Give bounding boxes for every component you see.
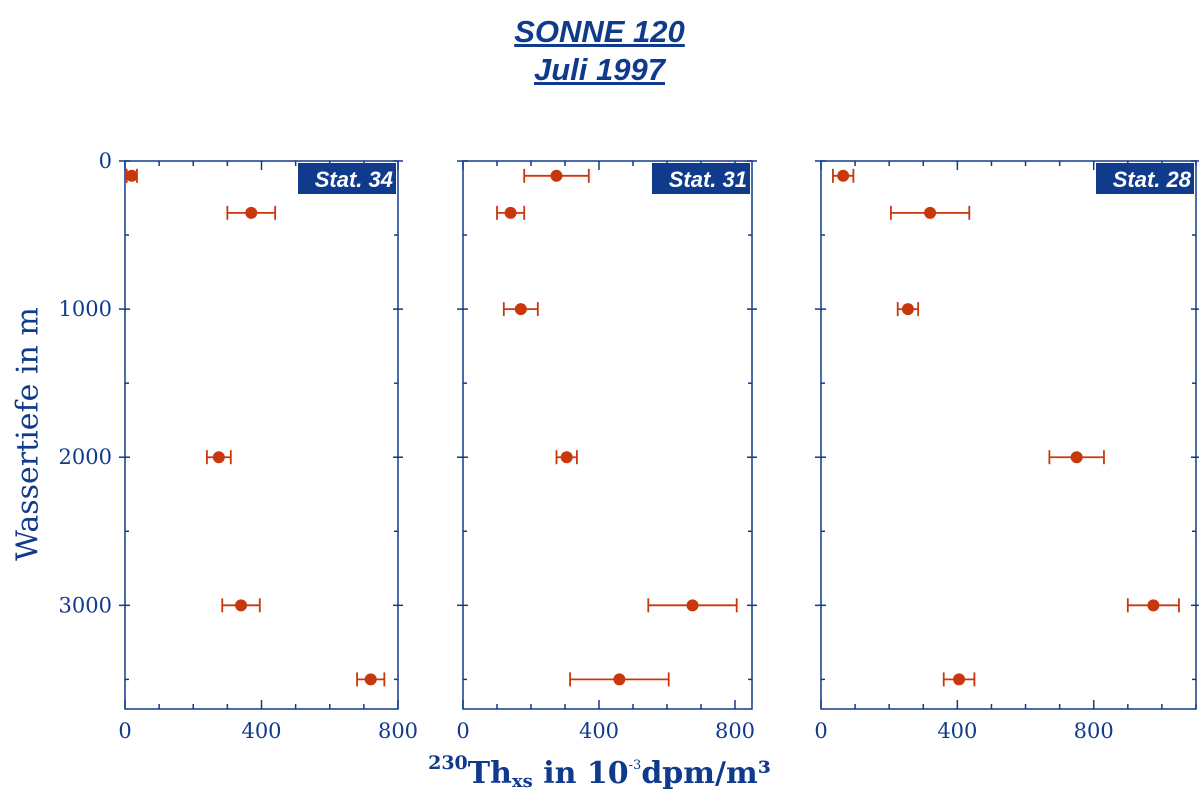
station-label: Stat. 34 [315, 167, 393, 192]
y-tick-label: 1000 [59, 297, 112, 321]
station-badge [652, 163, 750, 194]
data-point [924, 206, 937, 219]
panel-frame [124, 160, 399, 710]
x-tick-label: 400 [937, 719, 977, 743]
station-badge [1096, 163, 1194, 194]
data-point [235, 599, 248, 612]
panel-frame [820, 160, 1197, 710]
x-tick-label: 800 [1074, 719, 1114, 743]
station-label: Stat. 28 [1113, 167, 1192, 192]
station-badge [298, 163, 396, 194]
x-axis-label-exponent: -3 [628, 758, 642, 773]
y-axis-label: Wassertiefe in m [10, 307, 46, 561]
x-tick-label: 400 [579, 719, 619, 743]
y-tick-label: 2000 [59, 445, 112, 469]
data-point [953, 673, 966, 686]
panel-2: 0 400 800 Stat. 31 [456, 160, 757, 743]
x-axis-label-units-post: dpm/m³ [641, 756, 771, 791]
chart-title-line1: SONNE 120 [514, 14, 685, 49]
panel-frame [462, 160, 753, 710]
chart-title-line2: Juli 1997 [534, 52, 665, 87]
data-point [613, 673, 626, 686]
data-point [560, 451, 573, 464]
panel-1: 0 400 800 0 1000 2000 3000 Stat. 34 [59, 149, 419, 743]
data-point [1070, 451, 1083, 464]
x-tick-label: 800 [378, 719, 418, 743]
x-axis-label-subscript: xs [511, 771, 533, 792]
data-point [364, 673, 377, 686]
data-point [837, 169, 850, 182]
data-point [125, 169, 138, 182]
y-tick-label: 0 [99, 149, 112, 173]
x-axis-label-isotope: 230 [428, 752, 468, 774]
station-label: Stat. 31 [669, 167, 747, 192]
data-point [901, 303, 914, 316]
x-tick-label: 0 [118, 719, 131, 743]
x-tick-label: 0 [456, 719, 469, 743]
data-point [514, 303, 527, 316]
x-tick-label: 0 [814, 719, 827, 743]
x-axis-label: 230Thxs in 10-3dpm/m³ [0, 752, 1199, 792]
data-point [504, 206, 517, 219]
x-tick-label: 400 [241, 719, 281, 743]
data-point [550, 169, 563, 182]
data-point [686, 599, 699, 612]
data-point [245, 206, 258, 219]
data-point [212, 451, 225, 464]
x-axis-label-element: Th [467, 756, 512, 791]
x-axis-label-units-pre: in 10 [532, 756, 629, 791]
data-point [1147, 599, 1160, 612]
x-tick-label: 800 [715, 719, 755, 743]
panel-3: 0 400 800 Stat. 28 [814, 160, 1199, 743]
y-tick-label: 3000 [59, 593, 112, 617]
